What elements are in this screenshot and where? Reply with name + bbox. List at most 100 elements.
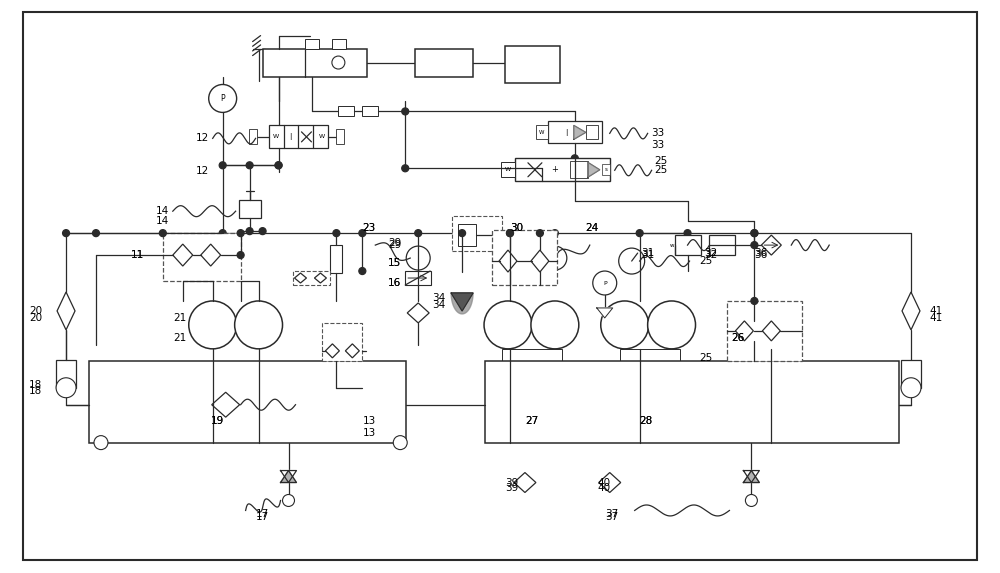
Text: 37: 37	[605, 512, 618, 523]
Circle shape	[359, 230, 366, 237]
Polygon shape	[407, 303, 429, 323]
Text: 40: 40	[598, 477, 611, 488]
Bar	[602, 164, 610, 175]
Polygon shape	[902, 292, 920, 330]
Text: W: W	[318, 134, 324, 139]
Bar	[322, 323, 362, 361]
Text: P: P	[603, 281, 607, 285]
Bar	[548, 121, 602, 143]
Text: 23: 23	[362, 223, 376, 233]
Polygon shape	[451, 293, 473, 314]
Circle shape	[751, 297, 758, 304]
Text: 33: 33	[652, 128, 665, 138]
Text: 34: 34	[432, 293, 445, 303]
Circle shape	[636, 230, 643, 237]
Bar	[709, 235, 735, 255]
Text: |: |	[289, 134, 292, 140]
Circle shape	[275, 162, 282, 169]
Circle shape	[92, 230, 99, 237]
Text: 21: 21	[173, 333, 186, 343]
Circle shape	[531, 301, 579, 349]
Polygon shape	[345, 344, 359, 358]
Text: 31: 31	[642, 248, 655, 258]
Circle shape	[571, 155, 578, 162]
Text: 33: 33	[652, 140, 665, 150]
Text: 11: 11	[131, 250, 144, 260]
Circle shape	[459, 230, 466, 237]
Circle shape	[751, 242, 758, 249]
Text: 18: 18	[29, 386, 42, 396]
Circle shape	[237, 230, 244, 237]
Bar	[515, 158, 610, 181]
Text: 25: 25	[700, 353, 713, 363]
Bar	[570, 162, 588, 178]
Bar	[505, 46, 560, 84]
Circle shape	[543, 246, 567, 270]
Text: 26: 26	[731, 333, 745, 343]
Bar	[293, 271, 330, 285]
Text: 31: 31	[642, 250, 655, 260]
Circle shape	[415, 230, 422, 237]
Text: 13: 13	[362, 427, 376, 438]
Text: 41: 41	[929, 313, 942, 323]
Bar	[405, 271, 431, 285]
Text: W: W	[505, 167, 511, 172]
Polygon shape	[173, 244, 193, 266]
Text: 40: 40	[598, 482, 611, 493]
Text: 15: 15	[388, 258, 402, 268]
Circle shape	[235, 301, 283, 349]
Bar	[536, 125, 548, 139]
Polygon shape	[743, 470, 759, 482]
Polygon shape	[499, 250, 517, 272]
Circle shape	[402, 165, 409, 172]
Circle shape	[648, 301, 696, 349]
Circle shape	[506, 230, 513, 237]
Text: 16: 16	[388, 278, 402, 288]
Text: 28: 28	[640, 415, 653, 426]
Circle shape	[506, 230, 513, 237]
Text: 14: 14	[156, 206, 169, 216]
Polygon shape	[57, 292, 75, 330]
Bar	[485, 361, 899, 442]
Polygon shape	[281, 470, 296, 482]
Bar	[263, 49, 367, 77]
Polygon shape	[531, 250, 549, 272]
Text: W: W	[272, 134, 279, 139]
Text: 15: 15	[388, 258, 402, 268]
Text: 39: 39	[505, 482, 518, 493]
Text: 28: 28	[640, 415, 653, 426]
Bar	[89, 361, 406, 442]
Circle shape	[259, 227, 266, 234]
Circle shape	[359, 268, 366, 274]
Polygon shape	[514, 473, 536, 493]
Text: 27: 27	[525, 415, 538, 426]
Polygon shape	[743, 470, 759, 482]
Circle shape	[219, 230, 226, 237]
Text: 18: 18	[29, 380, 42, 390]
Circle shape	[684, 230, 691, 237]
Ellipse shape	[451, 272, 473, 314]
Circle shape	[283, 494, 294, 507]
Polygon shape	[201, 244, 221, 266]
Bar	[336, 129, 344, 144]
Circle shape	[536, 230, 543, 237]
Circle shape	[275, 162, 282, 169]
Circle shape	[94, 435, 108, 450]
Circle shape	[751, 230, 758, 237]
Text: 36: 36	[754, 248, 768, 258]
Polygon shape	[761, 235, 781, 255]
Circle shape	[593, 271, 617, 295]
Text: 39: 39	[505, 477, 518, 488]
Text: 25: 25	[700, 256, 713, 266]
Text: 32: 32	[705, 248, 718, 258]
Bar	[332, 38, 346, 49]
Text: 21: 21	[173, 313, 186, 323]
Text: 24: 24	[585, 223, 598, 233]
Text: +: +	[551, 165, 558, 174]
Circle shape	[393, 435, 407, 450]
Bar	[163, 233, 241, 281]
Bar	[239, 200, 261, 218]
Bar	[620, 349, 680, 361]
Text: 23: 23	[362, 223, 376, 233]
Circle shape	[159, 230, 166, 237]
